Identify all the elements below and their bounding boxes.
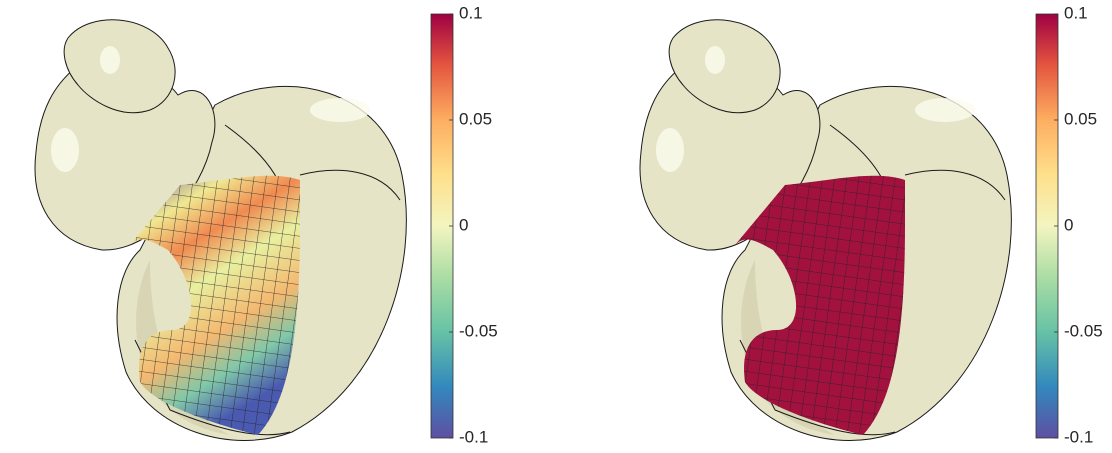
tick-label: -0.05 <box>459 321 498 340</box>
tick-label: 0.05 <box>459 109 492 128</box>
tick-label: 0.1 <box>1064 3 1088 22</box>
tick-label: 0.1 <box>459 3 483 22</box>
tick-label: -0.1 <box>459 427 488 446</box>
colorbar: -0.1 -0.05 0 0.05 0.1 <box>1036 3 1103 446</box>
tick-label: 0 <box>459 215 468 234</box>
tick-label: -0.05 <box>1064 321 1103 340</box>
heart-left <box>35 20 406 441</box>
heart-right <box>640 20 1011 441</box>
figure: -0.1 -0.05 0 0.05 0.1 -0.1 -0.05 0 0.05 0.1 <box>0 0 1112 453</box>
colorbar: -0.1 -0.05 0 0.05 0.1 <box>431 3 498 446</box>
tick-label: -0.1 <box>1064 427 1093 446</box>
tick-label: 0.05 <box>1064 109 1097 128</box>
tick-label: 0 <box>1064 215 1073 234</box>
